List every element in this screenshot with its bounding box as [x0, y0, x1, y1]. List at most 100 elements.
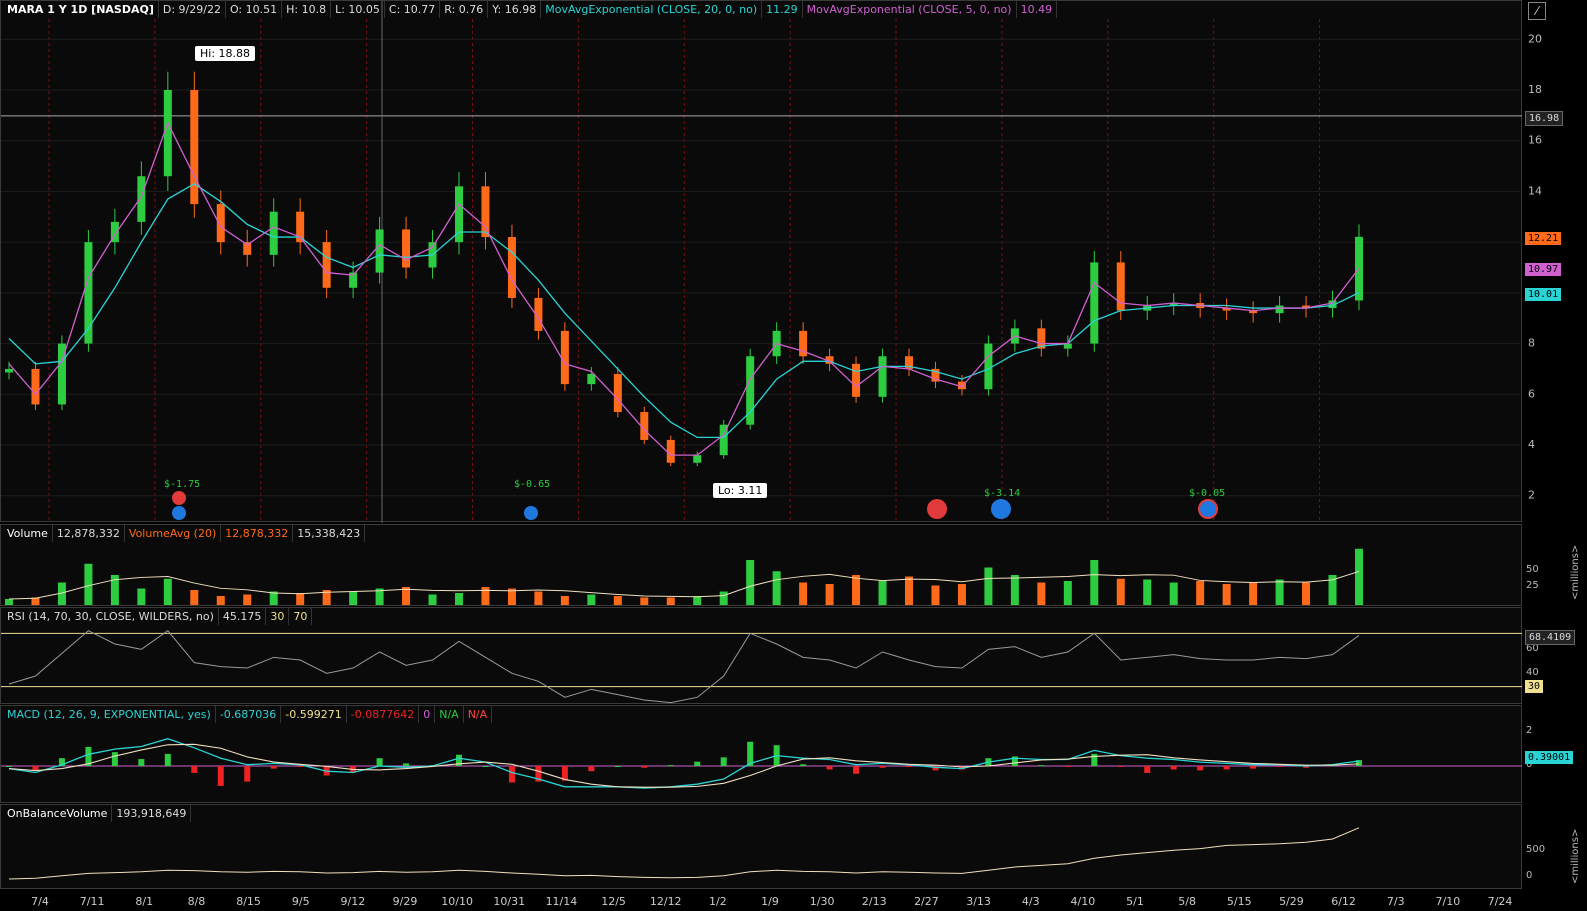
ema5-label[interactable]: MovAvgExponential (CLOSE, 5, 0, no) — [803, 1, 1017, 18]
volume-bar — [852, 575, 861, 605]
volume-bar — [1010, 575, 1019, 605]
macd-histogram-bar — [85, 746, 92, 766]
volume-bar — [1090, 560, 1099, 605]
drawing-tool-icon[interactable]: ⁄ — [1528, 2, 1546, 20]
volume-bar — [587, 594, 596, 605]
ema5-value: 10.49 — [1017, 1, 1058, 18]
dividend-icon-1[interactable] — [172, 506, 186, 520]
candle-body — [878, 356, 887, 397]
ema20-label[interactable]: MovAvgExponential (CLOSE, 20, 0, no) — [541, 1, 763, 18]
macd-histogram-bar — [1011, 756, 1018, 766]
macd-histogram-bar — [244, 766, 251, 782]
ema5-line — [8, 121, 1360, 456]
dividend-icon-2[interactable] — [524, 506, 538, 520]
dividend-icon-4[interactable] — [1198, 499, 1218, 519]
rsi-tick-60: 60 — [1526, 643, 1539, 654]
volume-bar — [799, 582, 808, 605]
volume-bar — [1037, 582, 1046, 605]
macd-histogram-bar — [614, 766, 621, 767]
candle-body — [560, 330, 569, 385]
macd-histogram-bar — [508, 766, 515, 783]
macd-label[interactable]: MACD (12, 26, 9, EXPONENTIAL, yes) — [3, 706, 216, 723]
volume-avg-label[interactable]: VolumeAvg (20) — [125, 525, 222, 542]
macd-histogram-bar — [667, 765, 674, 767]
price-tick-label: 2 — [1528, 489, 1535, 502]
ema20-tag: 10.01 — [1525, 288, 1562, 301]
volume-bar — [269, 591, 278, 605]
volume-bar — [957, 584, 966, 605]
macd-v1: -0.687036 — [216, 706, 282, 723]
candle-body — [1275, 305, 1284, 314]
candle-body — [1169, 303, 1178, 306]
last-price-tag: 12.21 — [1525, 232, 1562, 245]
price-axis[interactable]: 2468101214161820 — [1522, 0, 1587, 522]
candle-body — [1090, 262, 1099, 344]
volume-bar — [772, 571, 781, 605]
volume-bar — [1222, 584, 1231, 605]
volume-bar — [878, 581, 887, 605]
ema5-tag: 10.97 — [1525, 263, 1562, 276]
price-tick-label: 14 — [1528, 184, 1542, 197]
candle-body — [666, 439, 675, 463]
volume-bar — [1116, 578, 1125, 605]
volume-bar — [137, 588, 146, 605]
obv-chart — [8, 827, 1360, 880]
volume-bar — [1143, 579, 1152, 605]
candle-body — [984, 343, 993, 390]
rsi-lo: 30 — [266, 608, 290, 625]
candle-body — [110, 221, 119, 243]
earnings-icon-2[interactable] — [927, 499, 947, 519]
obv-panel[interactable]: OnBalanceVolume 193,918,649 — [0, 804, 1522, 889]
price-chart[interactable] — [1, 1, 1523, 523]
obv-label[interactable]: OnBalanceVolume — [3, 805, 113, 822]
obv-tick-500: 500 — [1526, 844, 1546, 855]
obv-header: OnBalanceVolume 193,918,649 — [3, 805, 192, 822]
macd-histogram-bar — [1356, 760, 1362, 766]
macd-histogram-bar — [1091, 753, 1098, 766]
time-axis-label: 7/11 — [80, 895, 105, 908]
macd-histogram-bar — [191, 766, 198, 773]
macd-histogram-bar — [111, 752, 118, 766]
macd-histogram-bar — [1223, 766, 1230, 770]
candle-body — [1222, 308, 1231, 311]
macd-histogram-bar — [456, 754, 462, 766]
rsi-value-tag: 68.4109 — [1525, 630, 1576, 645]
volume-bar — [296, 593, 305, 605]
price-panel[interactable]: MARA 1 Y 1D [NASDAQ] D: 9/29/22 O: 10.51… — [0, 0, 1523, 523]
volume-bar — [349, 591, 358, 605]
volume-bar — [455, 593, 463, 605]
price-tick-label: 4 — [1528, 438, 1535, 451]
ema20-line — [8, 183, 1360, 439]
volume-bar — [984, 567, 993, 605]
macd-histogram-bar — [270, 766, 277, 769]
volume-label[interactable]: Volume — [3, 525, 53, 542]
obv-units: <millions> — [1570, 828, 1581, 884]
candle-body — [402, 229, 411, 268]
macd-panel[interactable]: MACD (12, 26, 9, EXPONENTIAL, yes) -0.68… — [0, 705, 1523, 803]
rsi-label[interactable]: RSI (14, 70, 30, CLOSE, WILDERS, no) — [3, 608, 219, 625]
volume-bar — [1355, 548, 1363, 605]
earnings-icon-1[interactable] — [172, 491, 186, 505]
volume-panel[interactable]: Volume 12,878,332 VolumeAvg (20) 12,878,… — [0, 524, 1522, 606]
candle-body — [57, 343, 66, 405]
macd-line — [8, 738, 1360, 789]
time-axis-label: 6/12 — [1331, 895, 1356, 908]
macd-histogram-bar — [958, 766, 965, 770]
macd-histogram-bar — [297, 766, 304, 767]
volume-bar — [1275, 579, 1284, 605]
macd-histogram-bar — [376, 758, 383, 766]
dividend-icon-3[interactable] — [991, 499, 1011, 519]
volume-bar — [1249, 582, 1258, 605]
volume-bar — [402, 587, 411, 605]
symbol-label[interactable]: MARA 1 Y 1D [NASDAQ] — [3, 1, 159, 18]
time-axis-label: 11/14 — [546, 895, 578, 908]
time-axis[interactable]: 7/4 7/11 8/1 8/8 8/15 9/5 9/12 9/29 10/10 10/31 11… — [0, 890, 1522, 911]
macd-histogram-bar — [403, 763, 410, 766]
volume-bar — [31, 597, 40, 605]
ema20-value: 11.29 — [762, 1, 803, 18]
macd-histogram-bar — [138, 759, 145, 766]
rsi-panel[interactable]: RSI (14, 70, 30, CLOSE, WILDERS, no) 45.… — [0, 607, 1523, 704]
time-axis-labels: 7/4 7/11 8/1 8/8 8/15 9/5 9/12 9/29 10/10 10/31 11… — [31, 895, 1512, 908]
macd-signal-line — [8, 743, 1360, 788]
time-axis-label: 7/3 — [1387, 895, 1405, 908]
